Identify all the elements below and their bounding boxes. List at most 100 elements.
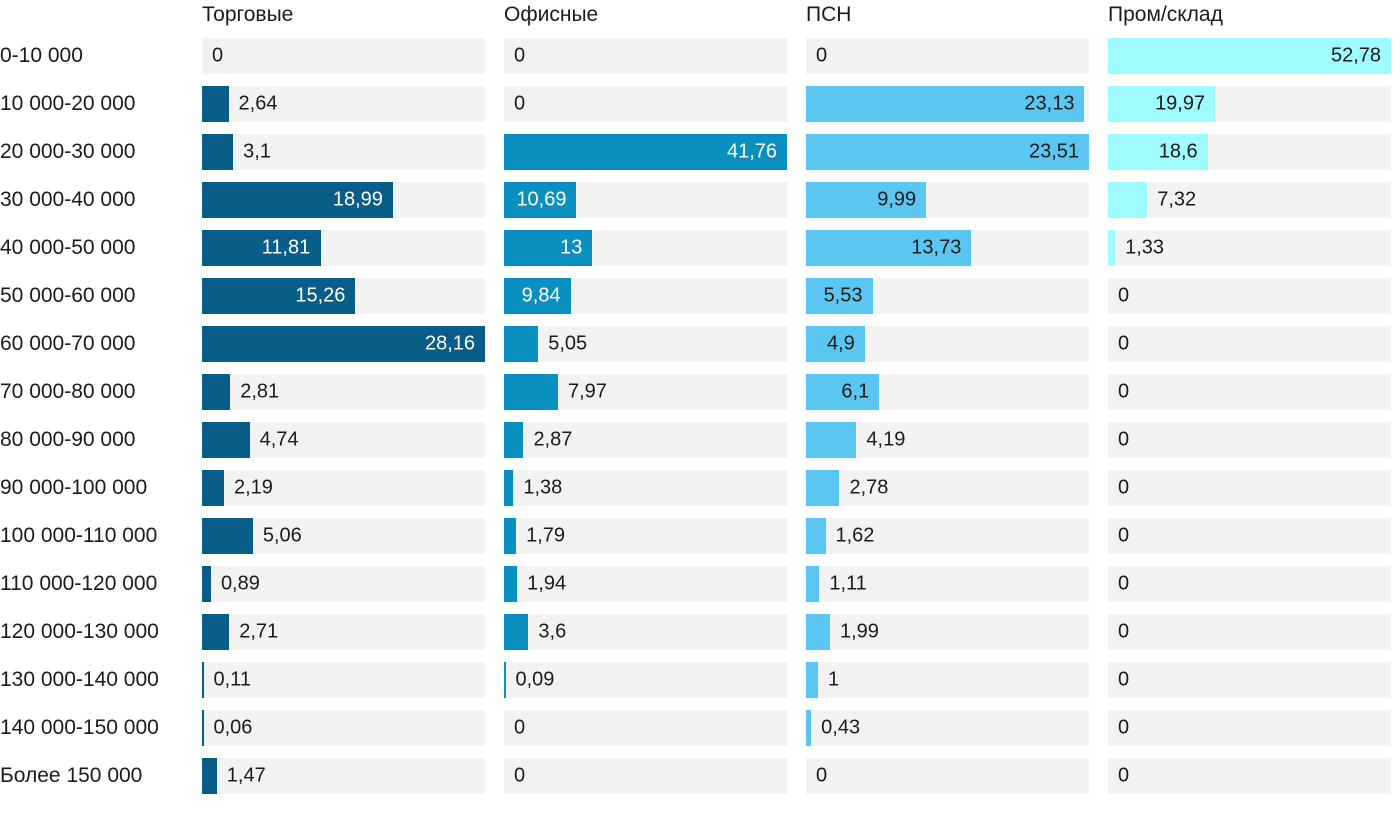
bar-track: 2,87	[504, 422, 787, 458]
bar-value-label: 6,1	[841, 380, 870, 403]
bar-track: 6,1	[806, 374, 1089, 410]
bar-value-label: 0	[1118, 332, 1130, 355]
bar-value-label: 0	[816, 764, 828, 787]
chart-row: 80 000-90 000 4,74 2,87 4,19 0	[0, 422, 1400, 458]
bar-track: 0	[504, 710, 787, 746]
bar-track: 1	[806, 662, 1089, 698]
chart-row: Более 150 000 1,47 0 0 0	[0, 758, 1400, 794]
bar-track: 0	[1108, 518, 1391, 554]
row-label: 90 000-100 000	[0, 476, 148, 499]
bar-value-label: 0,11	[213, 668, 251, 691]
column-header-psn: ПСН	[806, 3, 852, 26]
bar	[504, 518, 517, 554]
bar-value-label: 5,53	[823, 284, 863, 307]
bar-value-label: 0	[1118, 428, 1130, 451]
row-label: 30 000-40 000	[0, 188, 136, 211]
bar	[1108, 182, 1148, 218]
bar-track: 5,05	[504, 326, 787, 362]
bar-track: 23,51	[806, 134, 1089, 170]
bar-value-label: 4,74	[259, 428, 299, 451]
column-headers: Торговые Офисные ПСН Пром/склад	[0, 2, 1400, 38]
bar-value-label: 0	[1118, 620, 1130, 643]
row-label: 40 000-50 000	[0, 236, 136, 259]
bar-track: 0	[504, 758, 787, 794]
bar	[202, 566, 211, 602]
row-label: 140 000-150 000	[0, 716, 159, 739]
bar-track: 2,71	[202, 614, 485, 650]
bar-value-label: 13	[560, 236, 583, 259]
bar-value-label: 4,9	[826, 332, 855, 355]
bar-value-label: 0	[1118, 668, 1130, 691]
bar-value-label: 0,89	[220, 572, 260, 595]
bar-track: 0	[1108, 278, 1391, 314]
column-header-prom-sklad: Пром/склад	[1108, 3, 1223, 26]
bar-track: 13,73	[806, 230, 1089, 266]
bar-value-label: 0	[1118, 764, 1130, 787]
chart-row: 140 000-150 000 0,06 0 0,43 0	[0, 710, 1400, 746]
bar-track: 2,64	[202, 86, 485, 122]
bar-value-label: 52,78	[1331, 44, 1382, 67]
bar	[806, 614, 830, 650]
bar	[202, 614, 230, 650]
bar-value-label: 1,33	[1125, 236, 1165, 259]
bar-track: 0	[1108, 662, 1391, 698]
bar-value-label: 2,87	[533, 428, 573, 451]
bar-value-label: 0	[1118, 572, 1130, 595]
bar	[504, 662, 506, 698]
bar-value-label: 0	[514, 44, 526, 67]
bar-track: 0	[806, 758, 1089, 794]
bar-value-label: 2,78	[849, 476, 889, 499]
row-label: 10 000-20 000	[0, 92, 136, 115]
bar	[202, 374, 231, 410]
bar-track: 0,06	[202, 710, 485, 746]
bar-track: 0,11	[202, 662, 485, 698]
bar-value-label: 0,43	[821, 716, 861, 739]
bar-value-label: 1,38	[523, 476, 563, 499]
bar-track: 1,38	[504, 470, 787, 506]
bar-track: 3,6	[504, 614, 787, 650]
bar	[806, 422, 857, 458]
chart-row: 20 000-30 000 3,1 41,76 23,51 18,6	[0, 134, 1400, 170]
bar-value-label: 0	[1118, 284, 1130, 307]
bar-value-label: 1,47	[226, 764, 266, 787]
bar-value-label: 18,99	[332, 188, 383, 211]
bar	[504, 278, 571, 314]
bar-value-label: 1,94	[527, 572, 567, 595]
chart-rows: 0-10 000 0 0 0 52,78 10 000-20 000 2,64 0 23,13 1…	[0, 38, 1400, 794]
bar-value-label: 5,05	[548, 332, 588, 355]
bar-value-label: 3,1	[243, 140, 271, 163]
bar-value-label: 1	[828, 668, 840, 691]
bar	[202, 326, 485, 362]
bar-track: 0	[1108, 566, 1391, 602]
bar	[504, 374, 558, 410]
bar-value-label: 1,79	[526, 524, 566, 547]
bar-track: 7,97	[504, 374, 787, 410]
bar-track: 1,62	[806, 518, 1089, 554]
bar-value-label: 18,6	[1158, 140, 1198, 163]
row-label: Более 150 000	[0, 764, 143, 787]
chart-row: 100 000-110 000 5,06 1,79 1,62 0	[0, 518, 1400, 554]
row-label: 60 000-70 000	[0, 332, 136, 355]
chart-row: 70 000-80 000 2,81 7,97 6,1 0	[0, 374, 1400, 410]
row-label: 50 000-60 000	[0, 284, 136, 307]
chart-row: 120 000-130 000 2,71 3,6 1,99 0	[0, 614, 1400, 650]
bar-track: 3,1	[202, 134, 485, 170]
bar-track: 2,81	[202, 374, 485, 410]
bar-value-label: 0	[1118, 716, 1130, 739]
row-label: 0-10 000	[0, 44, 83, 67]
bar-value-label: 0,06	[213, 716, 253, 739]
bar-track: 2,78	[806, 470, 1089, 506]
bar-track: 5,06	[202, 518, 485, 554]
bar	[806, 86, 1085, 122]
bar-value-label: 41,76	[727, 140, 778, 163]
bar	[806, 230, 972, 266]
bar-track: 28,16	[202, 326, 485, 362]
bar-track: 0	[1108, 470, 1391, 506]
row-label: 80 000-90 000	[0, 428, 136, 451]
bar-track: 0	[1108, 326, 1391, 362]
bar	[202, 758, 217, 794]
bar-track: 0	[202, 38, 485, 74]
bar-track: 1,47	[202, 758, 485, 794]
bar-track: 0	[806, 38, 1089, 74]
row-label: 130 000-140 000	[0, 668, 159, 691]
